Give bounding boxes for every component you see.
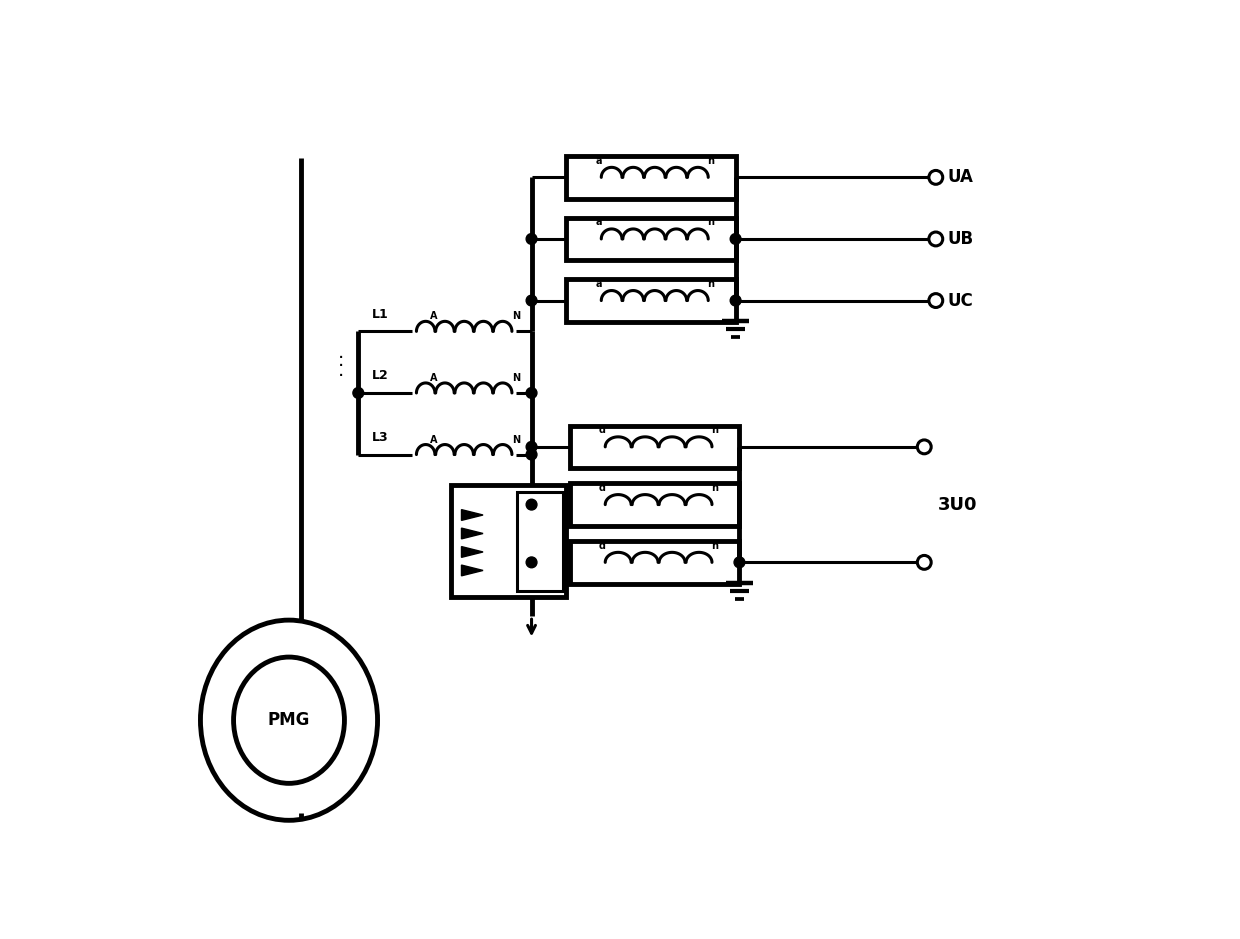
- Ellipse shape: [201, 620, 377, 821]
- Text: L1: L1: [372, 308, 389, 320]
- Circle shape: [730, 234, 742, 244]
- Text: A: A: [430, 312, 438, 321]
- FancyBboxPatch shape: [570, 541, 739, 583]
- FancyBboxPatch shape: [567, 156, 735, 198]
- Text: d: d: [599, 483, 606, 493]
- Circle shape: [526, 234, 537, 244]
- Text: N: N: [512, 312, 521, 321]
- Circle shape: [526, 295, 537, 306]
- Circle shape: [526, 388, 537, 398]
- Text: UA: UA: [947, 168, 973, 186]
- Text: n: n: [708, 156, 714, 166]
- Circle shape: [353, 388, 363, 398]
- Circle shape: [929, 232, 942, 246]
- FancyBboxPatch shape: [567, 280, 735, 322]
- Text: N: N: [512, 373, 521, 383]
- Text: UC: UC: [947, 292, 973, 310]
- Circle shape: [918, 556, 931, 569]
- Circle shape: [526, 500, 537, 510]
- FancyBboxPatch shape: [570, 484, 739, 526]
- Text: L2: L2: [372, 369, 389, 382]
- Text: PMG: PMG: [268, 711, 310, 730]
- Text: L3: L3: [372, 431, 389, 444]
- Text: N: N: [512, 435, 521, 444]
- Circle shape: [526, 441, 537, 453]
- Text: UB: UB: [947, 230, 973, 248]
- Text: d: d: [599, 541, 606, 551]
- Text: ·: ·: [339, 366, 345, 386]
- Circle shape: [929, 294, 942, 307]
- Text: ·: ·: [339, 348, 345, 368]
- Ellipse shape: [233, 657, 345, 783]
- Circle shape: [526, 557, 537, 568]
- Circle shape: [929, 171, 942, 184]
- Text: a: a: [595, 218, 601, 227]
- Circle shape: [734, 557, 745, 568]
- Text: n: n: [712, 425, 718, 436]
- Polygon shape: [461, 510, 484, 520]
- Text: A: A: [430, 435, 438, 444]
- Circle shape: [730, 295, 742, 306]
- FancyBboxPatch shape: [517, 491, 563, 591]
- Text: 3U0: 3U0: [939, 496, 977, 514]
- Text: ·: ·: [339, 357, 345, 376]
- Text: a: a: [595, 156, 601, 166]
- Text: d: d: [599, 425, 606, 436]
- Text: n: n: [712, 483, 718, 493]
- Text: n: n: [708, 218, 714, 227]
- Text: n: n: [708, 279, 714, 289]
- Text: A: A: [430, 373, 438, 383]
- FancyBboxPatch shape: [450, 485, 567, 597]
- Text: a: a: [595, 279, 601, 289]
- Circle shape: [526, 449, 537, 460]
- Polygon shape: [461, 528, 484, 539]
- FancyBboxPatch shape: [567, 218, 735, 260]
- Polygon shape: [461, 565, 484, 576]
- Text: n: n: [712, 541, 718, 551]
- Polygon shape: [461, 546, 484, 558]
- Circle shape: [918, 440, 931, 454]
- FancyBboxPatch shape: [570, 425, 739, 468]
